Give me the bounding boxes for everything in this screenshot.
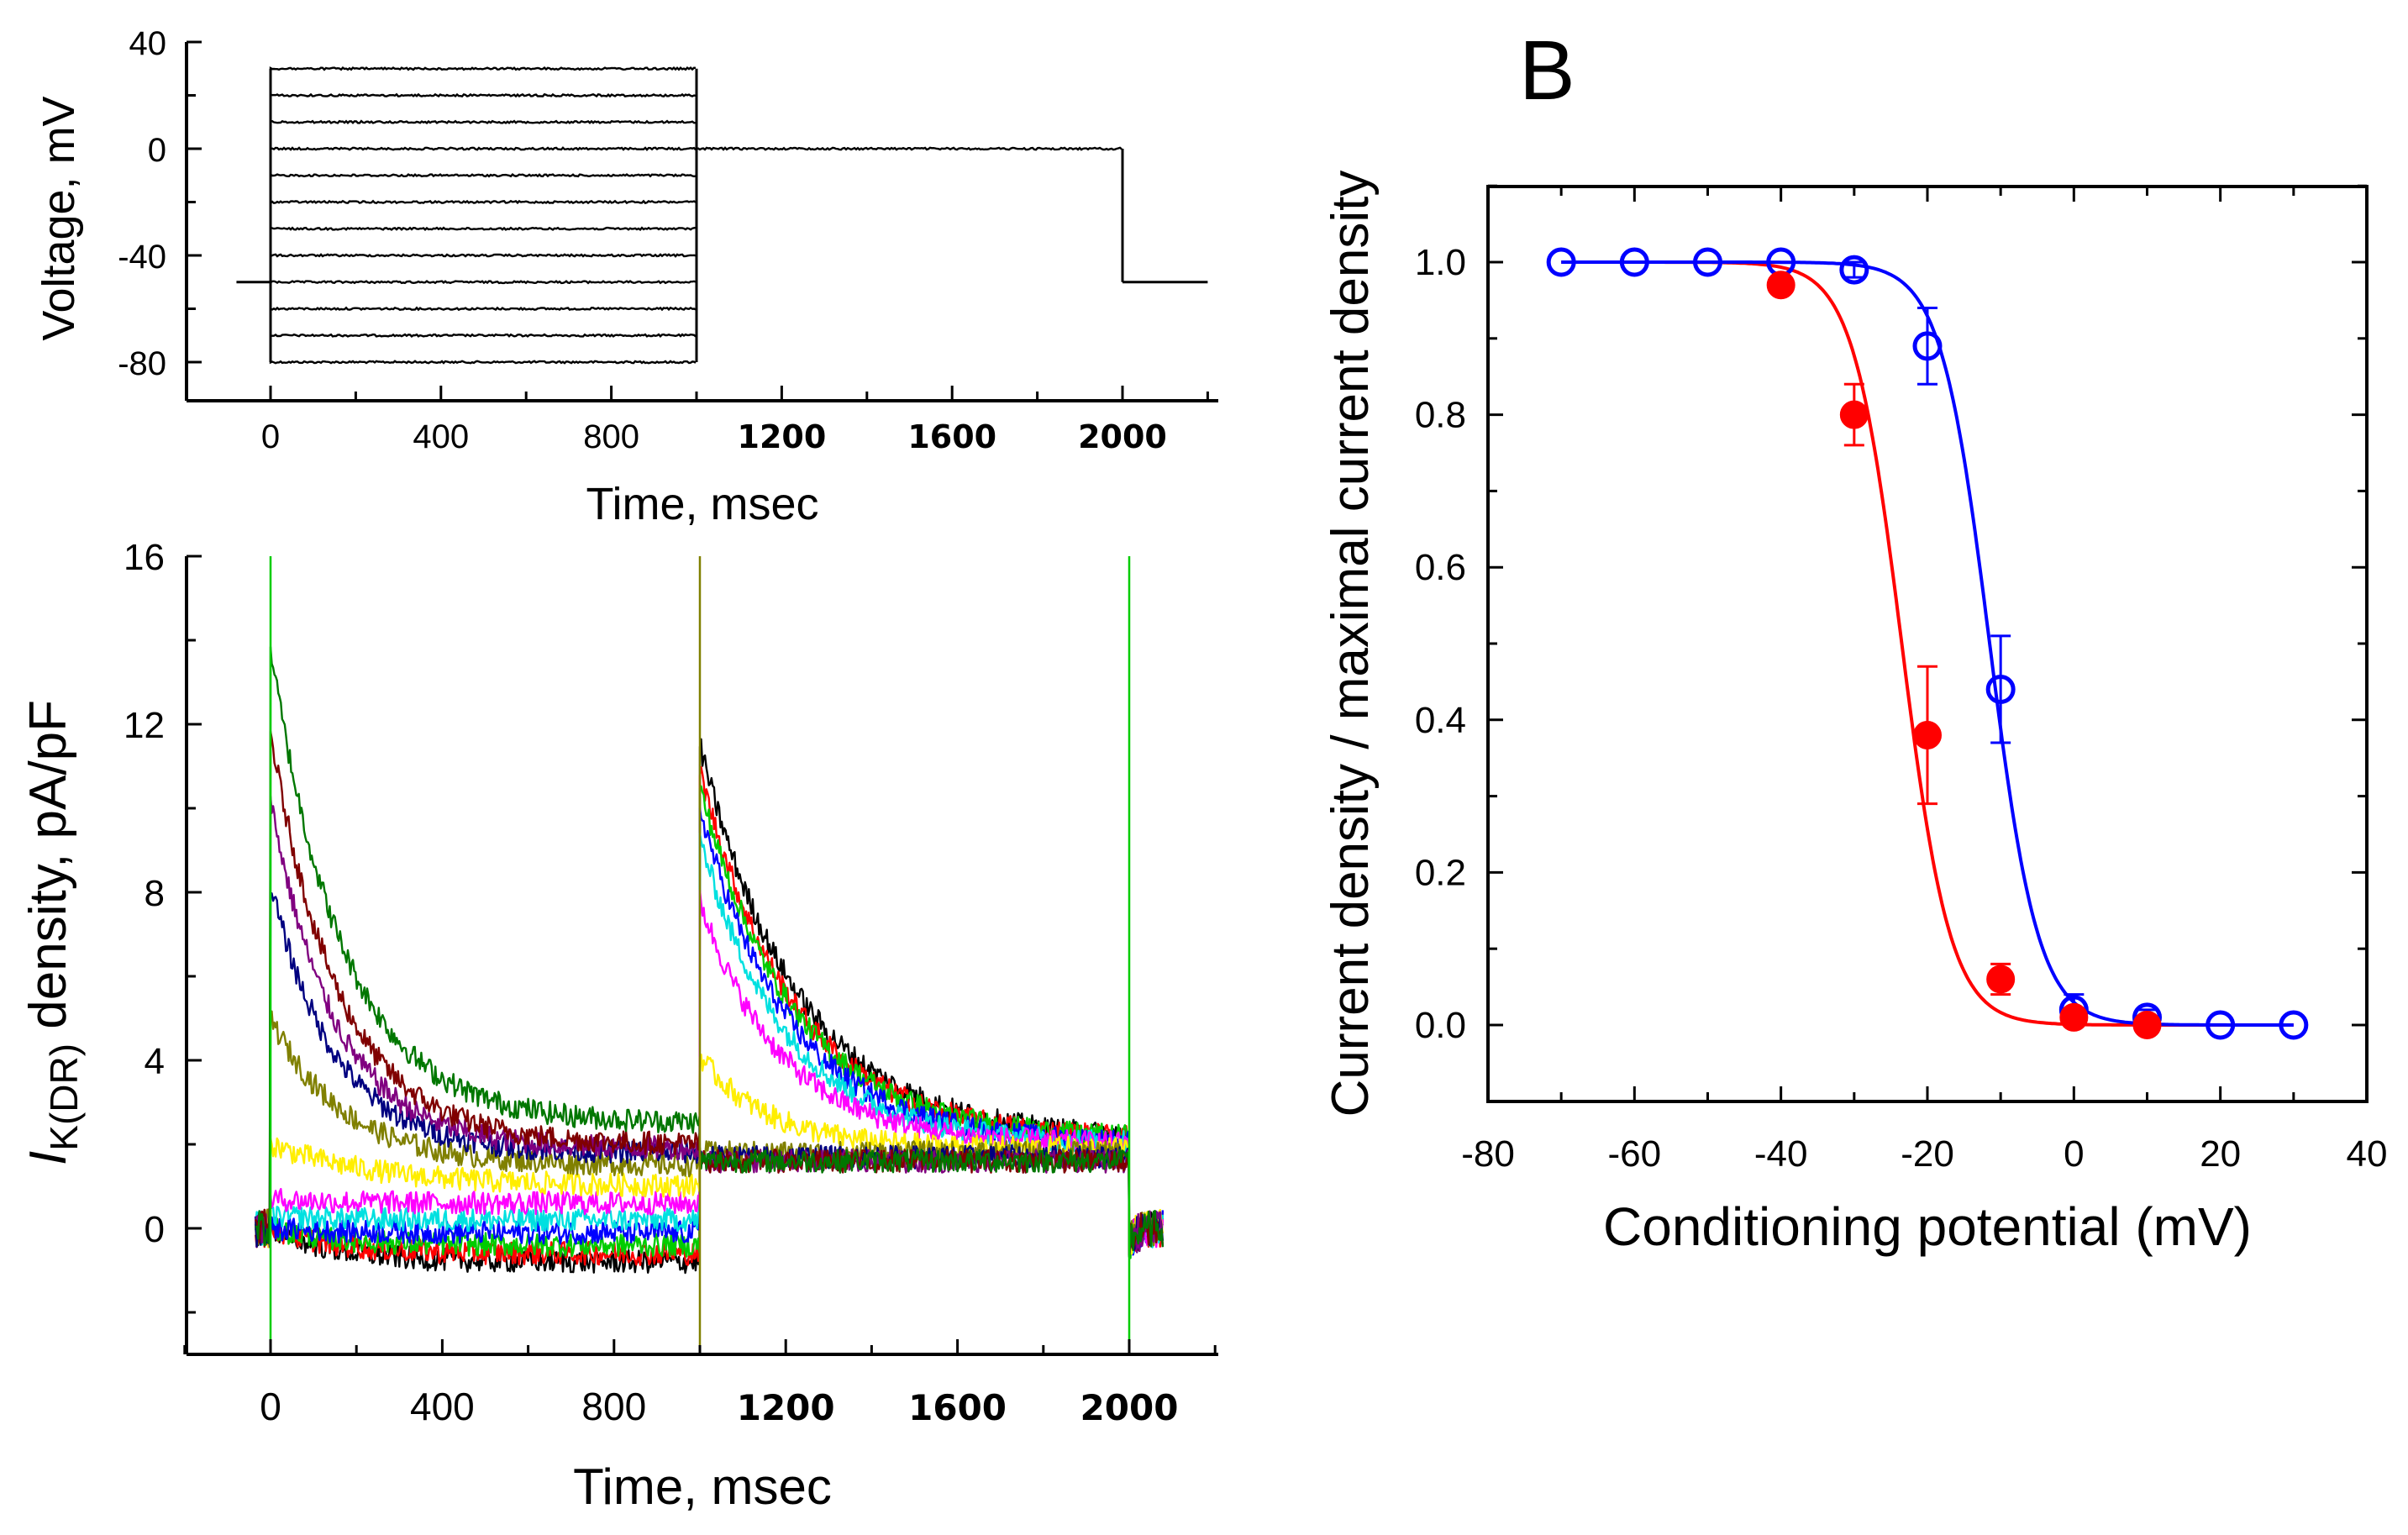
current-ticks	[183, 555, 1217, 1354]
inactivation-data-points	[1546, 247, 2309, 1040]
current-traces	[254, 556, 1165, 1353]
voltage-y-tick-label: 40	[129, 25, 167, 62]
inactivation-y-tick-label: 0.4	[1415, 700, 1466, 741]
voltage-x-tick-label: 400	[413, 418, 469, 455]
voltage-step--10	[269, 172, 697, 178]
voltage-y-tick-label: 0	[148, 132, 166, 169]
current-x-tick-label: 0	[260, 1385, 281, 1428]
current-trace	[254, 785, 1165, 1259]
inactivation-x-tick-label: -20	[1901, 1133, 1954, 1175]
voltage-ticks	[187, 40, 1209, 401]
voltage-step--80	[269, 360, 697, 365]
data-point-open	[1912, 331, 1943, 361]
data-point-filled	[1986, 965, 2016, 994]
voltage-x-tick-label: 2000	[1078, 418, 1167, 455]
inactivation-y-axis-label: Current density / maximal current densit…	[1322, 171, 1380, 1117]
inactivation-x-tick-label: -60	[1608, 1133, 1662, 1175]
current-y-tick-labels: 16 12 8 4 0	[124, 537, 165, 1250]
inactivation-ticks	[1486, 184, 2369, 1103]
inactivation-x-axis-label: Conditioning potential (mV)	[1603, 1196, 2252, 1257]
voltage-step-0	[269, 146, 697, 151]
current-x-axis-label: Time, msec	[573, 1459, 832, 1515]
voltage-y-axis-label: Voltage, mV	[34, 96, 84, 340]
data-point-filled	[2059, 1002, 2089, 1032]
data-point-filled	[1913, 720, 1942, 749]
data-point-open	[2279, 1010, 2309, 1040]
current-x-tick-label: 400	[410, 1385, 475, 1428]
current-y-label-symbol: I	[19, 1151, 77, 1165]
data-point-open	[1693, 247, 1722, 277]
data-point-open	[1619, 247, 1649, 277]
current-y-tick-label: 12	[124, 705, 165, 746]
panel-label-b: B	[1519, 24, 1575, 118]
inactivation-y-tick-label: 0.6	[1415, 547, 1466, 588]
voltage-x-tick-label: 1600	[907, 418, 996, 455]
voltage-traces	[236, 66, 1208, 365]
voltage-y-tick-labels: 40 0 -40 -80	[118, 25, 166, 382]
current-x-tick-label: 1600	[908, 1387, 1007, 1428]
inactivation-y-tick-label: 0.2	[1415, 852, 1466, 893]
voltage-step--20	[269, 199, 697, 205]
voltage-step-10	[269, 119, 696, 124]
current-x-tick-labels: 0 400 800 1200 1600 2000	[260, 1385, 1178, 1428]
current-x-tick-label: 800	[581, 1385, 646, 1428]
voltage-step--40	[269, 253, 697, 258]
voltage-x-tick-label: 800	[583, 418, 639, 455]
voltage-step-30	[269, 66, 697, 71]
inactivation-y-tick-label: 0.8	[1415, 395, 1466, 436]
current-y-tick-label: 8	[145, 873, 165, 914]
current-trace	[254, 795, 1165, 1256]
data-point-filled	[1766, 271, 1795, 300]
inactivation-y-tick-labels: 0.0 0.2 0.4 0.6 0.8 1.0	[1415, 242, 1466, 1046]
current-y-tick-label: 4	[145, 1041, 165, 1082]
data-point-open	[2206, 1010, 2236, 1040]
inactivation-y-tick-label: 0.0	[1415, 1005, 1466, 1046]
current-y-label-subscript: K(DR)	[42, 1043, 86, 1151]
test-pulse-segment	[695, 146, 1123, 151]
inactivation-x-tick-label: -40	[1754, 1133, 1808, 1175]
current-x-tick-label: 2000	[1080, 1387, 1179, 1428]
current-trace	[254, 832, 1165, 1254]
current-trace	[254, 1054, 1165, 1255]
data-point-open	[1546, 247, 1576, 277]
voltage-step--60	[269, 306, 697, 312]
inactivation-x-tick-label: 0	[2064, 1133, 2084, 1175]
voltage-protocol-chart: 0 400 800 1200 1600 2000 400-40-80 Time, msec…	[34, 25, 1218, 529]
current-x-tick-label: 1200	[737, 1387, 835, 1428]
voltage-x-tick-labels: 0 400 800 1200 1600 2000	[261, 418, 1167, 455]
voltage-step--30	[269, 226, 697, 232]
current-trace	[255, 730, 1165, 1257]
inactivation-x-tick-labels: -80 -60 -40 -20 0 20 40	[1461, 1133, 2387, 1175]
inactivation-x-tick-label: -80	[1461, 1133, 1515, 1175]
current-y-axis-label: IK(DR) density, pA/pF	[19, 700, 86, 1165]
voltage-y-tick-label: -40	[118, 239, 166, 276]
current-y-tick-label: 16	[124, 537, 165, 578]
inactivation-x-tick-label: 40	[2347, 1133, 2388, 1175]
voltage-x-axis-label: Time, msec	[586, 479, 818, 529]
inactivation-x-tick-label: 20	[2200, 1133, 2241, 1175]
voltage-y-tick-label: -80	[118, 345, 166, 382]
voltage-step--70	[269, 333, 697, 339]
current-y-label-text: density, pA/pF	[19, 700, 77, 1043]
inactivation-y-tick-label: 1.0	[1415, 242, 1466, 283]
data-point-filled	[2132, 1011, 2162, 1039]
voltage-step-20	[269, 92, 697, 98]
current-trace	[255, 645, 1165, 1253]
inactivation-chart: B -80 -60 -40 -20 0 20 40 0.0 0.2 0.4 0.6 0.8 1.0 C…	[1322, 24, 2387, 1257]
data-point-open	[1985, 674, 2016, 704]
voltage-x-tick-label: 0	[261, 418, 280, 455]
voltage-x-tick-label: 1200	[738, 418, 827, 455]
data-point-filled	[1839, 400, 1869, 429]
data-point-open	[1839, 255, 1869, 285]
voltage-step--50	[269, 280, 697, 285]
current-y-tick-label: 0	[145, 1209, 165, 1250]
current-traces-chart: 0 400 800 1200 1600 2000 16 12 8 4 0 Time, msec I…	[19, 537, 1218, 1515]
